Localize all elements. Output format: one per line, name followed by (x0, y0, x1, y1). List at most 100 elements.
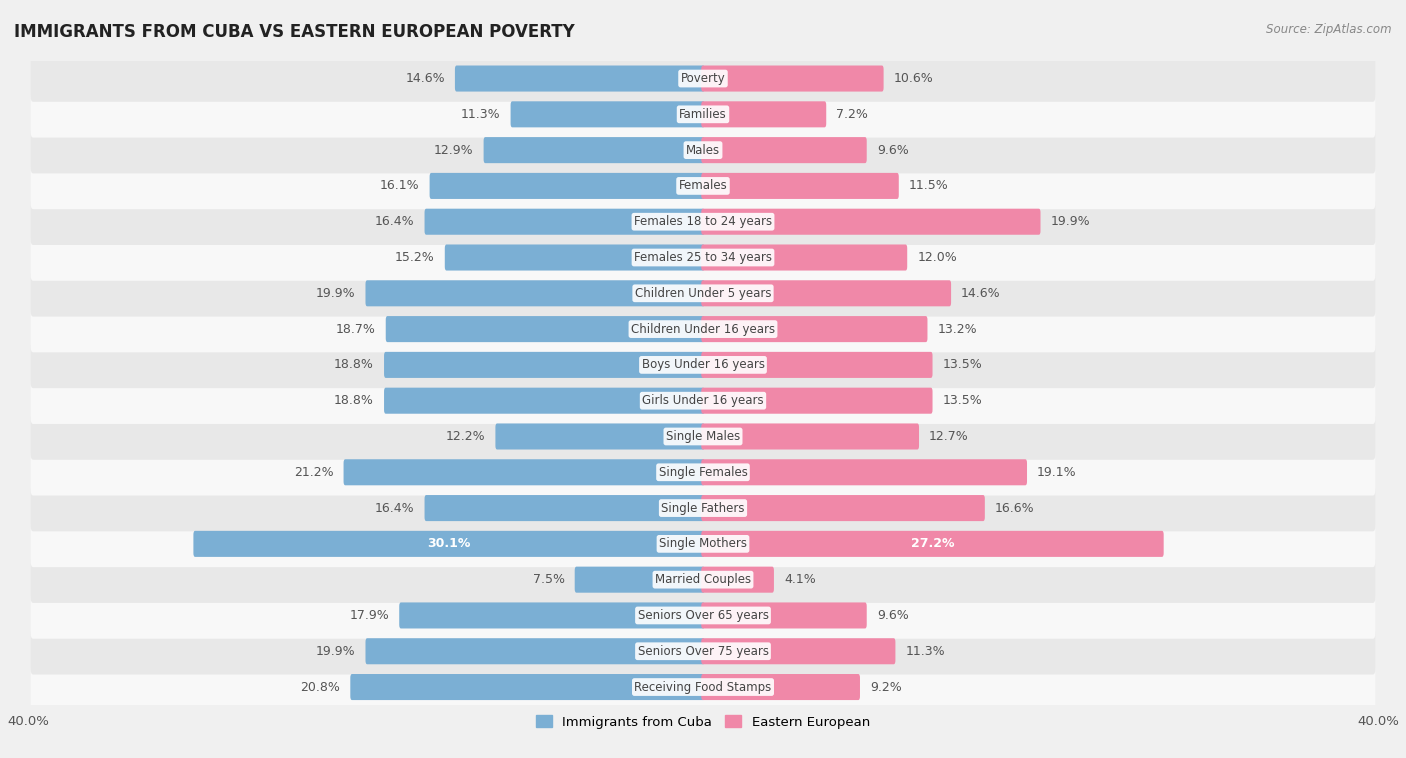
Text: IMMIGRANTS FROM CUBA VS EASTERN EUROPEAN POVERTY: IMMIGRANTS FROM CUBA VS EASTERN EUROPEAN… (14, 23, 575, 41)
FancyBboxPatch shape (31, 413, 1375, 460)
Text: Children Under 5 years: Children Under 5 years (634, 287, 772, 300)
FancyBboxPatch shape (31, 234, 1375, 280)
Text: 15.2%: 15.2% (395, 251, 434, 264)
FancyBboxPatch shape (510, 102, 704, 127)
Text: Children Under 16 years: Children Under 16 years (631, 323, 775, 336)
FancyBboxPatch shape (702, 352, 932, 378)
Text: 11.3%: 11.3% (905, 645, 945, 658)
FancyBboxPatch shape (31, 449, 1375, 496)
Text: 16.4%: 16.4% (375, 215, 415, 228)
FancyBboxPatch shape (702, 137, 866, 163)
Text: 19.9%: 19.9% (316, 287, 356, 300)
FancyBboxPatch shape (444, 245, 704, 271)
FancyBboxPatch shape (702, 245, 907, 271)
Text: 12.0%: 12.0% (917, 251, 957, 264)
FancyBboxPatch shape (702, 603, 866, 628)
FancyBboxPatch shape (385, 316, 704, 342)
Text: Girls Under 16 years: Girls Under 16 years (643, 394, 763, 407)
Text: 16.1%: 16.1% (380, 180, 419, 193)
FancyBboxPatch shape (456, 65, 704, 92)
Text: Females: Females (679, 180, 727, 193)
Text: 7.5%: 7.5% (533, 573, 565, 586)
Text: 12.2%: 12.2% (446, 430, 485, 443)
FancyBboxPatch shape (702, 424, 920, 449)
Text: Seniors Over 75 years: Seniors Over 75 years (637, 645, 769, 658)
FancyBboxPatch shape (702, 567, 773, 593)
FancyBboxPatch shape (702, 65, 883, 92)
Text: 16.4%: 16.4% (375, 502, 415, 515)
Text: 30.1%: 30.1% (427, 537, 471, 550)
Text: Source: ZipAtlas.com: Source: ZipAtlas.com (1267, 23, 1392, 36)
Text: 19.9%: 19.9% (316, 645, 356, 658)
FancyBboxPatch shape (702, 387, 932, 414)
FancyBboxPatch shape (495, 424, 704, 449)
FancyBboxPatch shape (366, 638, 704, 664)
FancyBboxPatch shape (399, 603, 704, 628)
FancyBboxPatch shape (702, 459, 1026, 485)
Text: Poverty: Poverty (681, 72, 725, 85)
FancyBboxPatch shape (31, 91, 1375, 138)
FancyBboxPatch shape (194, 531, 704, 557)
FancyBboxPatch shape (31, 342, 1375, 388)
Text: 19.9%: 19.9% (1050, 215, 1090, 228)
Text: 14.6%: 14.6% (405, 72, 444, 85)
Text: Receiving Food Stamps: Receiving Food Stamps (634, 681, 772, 694)
Text: 14.6%: 14.6% (962, 287, 1001, 300)
Text: Females 25 to 34 years: Females 25 to 34 years (634, 251, 772, 264)
Text: Single Females: Single Females (658, 465, 748, 479)
Text: 9.6%: 9.6% (877, 143, 908, 157)
FancyBboxPatch shape (702, 638, 896, 664)
Text: 27.2%: 27.2% (911, 537, 955, 550)
FancyBboxPatch shape (31, 377, 1375, 424)
FancyBboxPatch shape (31, 521, 1375, 567)
FancyBboxPatch shape (702, 674, 860, 700)
Text: 4.1%: 4.1% (785, 573, 815, 586)
Text: 9.2%: 9.2% (870, 681, 901, 694)
Text: 18.8%: 18.8% (335, 359, 374, 371)
FancyBboxPatch shape (366, 280, 704, 306)
FancyBboxPatch shape (702, 531, 1164, 557)
Text: Single Mothers: Single Mothers (659, 537, 747, 550)
Text: 21.2%: 21.2% (294, 465, 333, 479)
Text: 18.8%: 18.8% (335, 394, 374, 407)
FancyBboxPatch shape (350, 674, 704, 700)
FancyBboxPatch shape (31, 628, 1375, 675)
FancyBboxPatch shape (425, 495, 704, 521)
Text: 12.9%: 12.9% (434, 143, 474, 157)
Text: Males: Males (686, 143, 720, 157)
Text: Single Fathers: Single Fathers (661, 502, 745, 515)
Text: 11.5%: 11.5% (908, 180, 949, 193)
FancyBboxPatch shape (575, 567, 704, 593)
FancyBboxPatch shape (31, 199, 1375, 245)
Text: Families: Families (679, 108, 727, 121)
FancyBboxPatch shape (430, 173, 704, 199)
FancyBboxPatch shape (31, 305, 1375, 352)
FancyBboxPatch shape (31, 556, 1375, 603)
Text: Boys Under 16 years: Boys Under 16 years (641, 359, 765, 371)
FancyBboxPatch shape (31, 55, 1375, 102)
Text: 10.6%: 10.6% (894, 72, 934, 85)
Legend: Immigrants from Cuba, Eastern European: Immigrants from Cuba, Eastern European (530, 709, 876, 734)
FancyBboxPatch shape (31, 163, 1375, 209)
FancyBboxPatch shape (702, 495, 984, 521)
Text: 9.6%: 9.6% (877, 609, 908, 622)
Text: 12.7%: 12.7% (929, 430, 969, 443)
FancyBboxPatch shape (31, 485, 1375, 531)
Text: 19.1%: 19.1% (1038, 465, 1077, 479)
FancyBboxPatch shape (31, 127, 1375, 174)
Text: Single Males: Single Males (666, 430, 740, 443)
FancyBboxPatch shape (31, 592, 1375, 639)
Text: 13.5%: 13.5% (942, 359, 983, 371)
FancyBboxPatch shape (484, 137, 704, 163)
Text: Seniors Over 65 years: Seniors Over 65 years (637, 609, 769, 622)
Text: Married Couples: Married Couples (655, 573, 751, 586)
Text: 13.2%: 13.2% (938, 323, 977, 336)
Text: 11.3%: 11.3% (461, 108, 501, 121)
Text: 16.6%: 16.6% (995, 502, 1035, 515)
Text: 13.5%: 13.5% (942, 394, 983, 407)
FancyBboxPatch shape (31, 664, 1375, 710)
FancyBboxPatch shape (31, 270, 1375, 317)
Text: 17.9%: 17.9% (350, 609, 389, 622)
FancyBboxPatch shape (702, 316, 928, 342)
FancyBboxPatch shape (425, 208, 704, 235)
